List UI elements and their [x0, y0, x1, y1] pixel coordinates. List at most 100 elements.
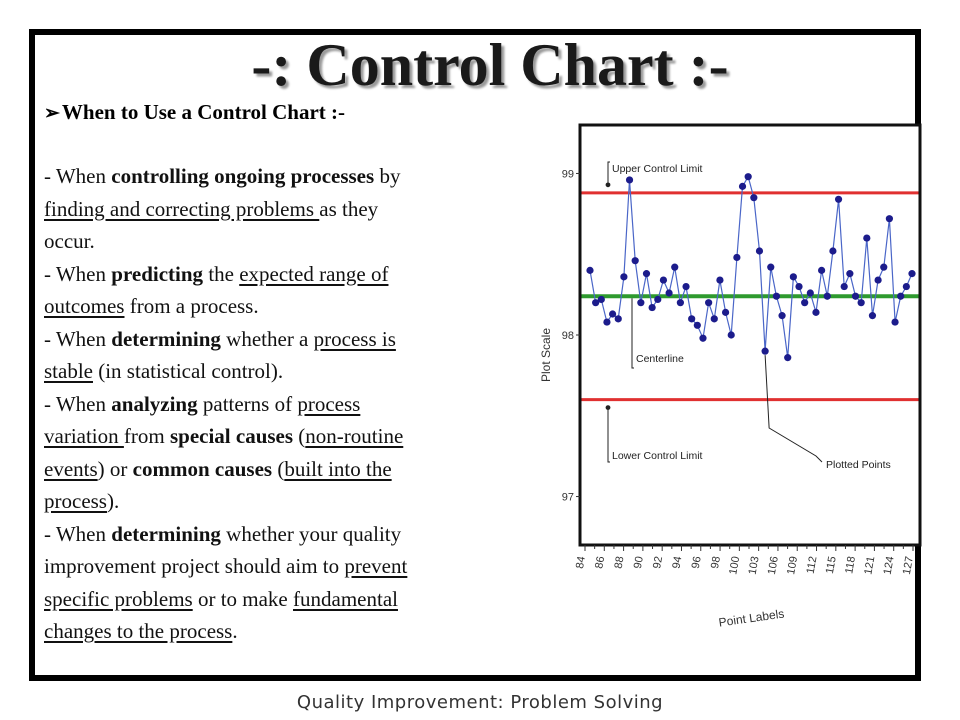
text-run: ) or — [97, 456, 133, 481]
x-tick-label: 118 — [843, 555, 858, 574]
data-point — [880, 263, 888, 271]
data-point — [840, 282, 848, 291]
bold-phrase: determining — [111, 326, 221, 351]
data-point — [620, 273, 628, 281]
x-axis-label: Point Labels — [718, 607, 785, 630]
bold-phrase: analyzing — [111, 391, 198, 416]
data-point — [659, 276, 668, 284]
text-run: - When — [44, 521, 112, 546]
text-run: - When — [44, 391, 112, 416]
data-point — [586, 266, 594, 274]
data-point — [597, 295, 605, 304]
text-run: (in statistical control). — [92, 359, 284, 383]
text-run: . — [232, 619, 238, 643]
x-tick-label: 127 — [901, 555, 916, 575]
text-run: - When — [44, 326, 112, 351]
text-run: - When — [44, 261, 112, 286]
underlined-phrase: process — [297, 391, 361, 416]
leader-arrowhead — [605, 182, 611, 188]
underlined-phrase: non-routine — [305, 424, 404, 448]
series-line — [589, 175, 913, 358]
data-point — [772, 292, 781, 300]
ucl-annotation: Upper Control Limit — [612, 163, 703, 175]
data-point — [908, 270, 916, 278]
cl-annotation: Centerline — [636, 353, 684, 365]
slide-title: -: Control Chart :- — [251, 32, 729, 98]
x-tick-label: 92 — [651, 555, 665, 569]
underlined-phrase: finding and correcting problems — [44, 196, 320, 221]
text-run: ( — [272, 456, 285, 481]
body-line: process). — [44, 485, 514, 518]
underlined-phrase: expected range of — [239, 261, 389, 286]
x-tick-label: 103 — [747, 555, 762, 575]
data-point — [705, 299, 713, 307]
data-point — [721, 308, 730, 316]
data-point — [784, 354, 792, 362]
footer-text: Quality Improvement: Problem Solving — [296, 692, 664, 713]
x-tick-label: 86 — [593, 555, 607, 569]
y-tick-label: 99 — [562, 168, 574, 180]
ucl-leader — [607, 161, 610, 183]
data-point — [710, 315, 718, 323]
data-point — [716, 276, 724, 284]
data-point — [818, 266, 826, 274]
text-run: from a process. — [124, 294, 259, 318]
x-tick-label: 121 — [862, 555, 877, 575]
data-point — [642, 270, 651, 278]
body-line: changes to the process. — [44, 615, 514, 648]
data-point — [801, 299, 809, 307]
data-point — [665, 289, 673, 297]
data-point — [608, 310, 617, 318]
data-point — [778, 312, 786, 320]
lcl-annotation: Lower Control Limit — [612, 450, 703, 462]
data-point — [885, 215, 894, 223]
text-run: or to make — [192, 586, 294, 611]
bold-phrase: predicting — [111, 261, 204, 286]
data-point — [727, 331, 735, 339]
body-line: outcomes from a process. — [44, 290, 514, 323]
y-axis-label: Plot Scale — [539, 328, 553, 382]
body-line: - When predicting the expected range of — [44, 258, 514, 291]
underlined-phrase: events — [44, 456, 98, 481]
underlined-phrase: fundamental — [293, 586, 398, 611]
text-run: patterns of — [197, 391, 298, 416]
data-point — [891, 318, 899, 326]
body-line: events) or common causes (built into the — [44, 453, 514, 486]
data-point — [846, 270, 854, 278]
x-tick-label: 98 — [709, 555, 723, 569]
body-line: stable (in statistical control). — [44, 355, 514, 388]
data-point — [829, 247, 837, 255]
text-run: from — [123, 424, 170, 448]
underlined-phrase: changes to the process — [44, 619, 233, 643]
data-point — [897, 292, 905, 300]
x-tick-label: 112 — [805, 555, 820, 574]
bold-phrase: controlling ongoing processes — [111, 164, 375, 188]
data-point — [795, 282, 803, 291]
data-point — [767, 263, 775, 271]
body-line: - When analyzing patterns of process — [44, 388, 514, 421]
underlined-phrase: variation — [44, 424, 124, 448]
text-run: improvement project should aim to — [44, 554, 345, 578]
body-text: - When controlling ongoing processes by f… — [44, 160, 514, 648]
text-run: occur. — [44, 229, 95, 253]
body-line: specific problems or to make fundamental — [44, 583, 514, 616]
bold-phrase: determining — [111, 521, 221, 546]
bold-phrase: special causes — [169, 424, 294, 448]
chart-plot-area — [578, 123, 922, 547]
data-point — [750, 194, 758, 202]
data-point — [603, 318, 611, 326]
data-point — [631, 257, 639, 265]
underlined-phrase: process is — [313, 326, 396, 351]
data-point — [733, 253, 741, 262]
x-tick-label: 115 — [824, 555, 839, 574]
text-run: ). — [106, 489, 120, 513]
body-line: improvement project should aim to preven… — [44, 550, 514, 583]
data-point — [789, 273, 797, 281]
data-point — [648, 303, 656, 312]
data-point — [592, 299, 600, 307]
data-point — [755, 247, 764, 255]
data-point — [863, 234, 871, 242]
body-line: - When controlling ongoing processes by — [44, 160, 514, 193]
underlined-phrase: specific problems — [44, 586, 193, 611]
data-point — [851, 292, 860, 300]
